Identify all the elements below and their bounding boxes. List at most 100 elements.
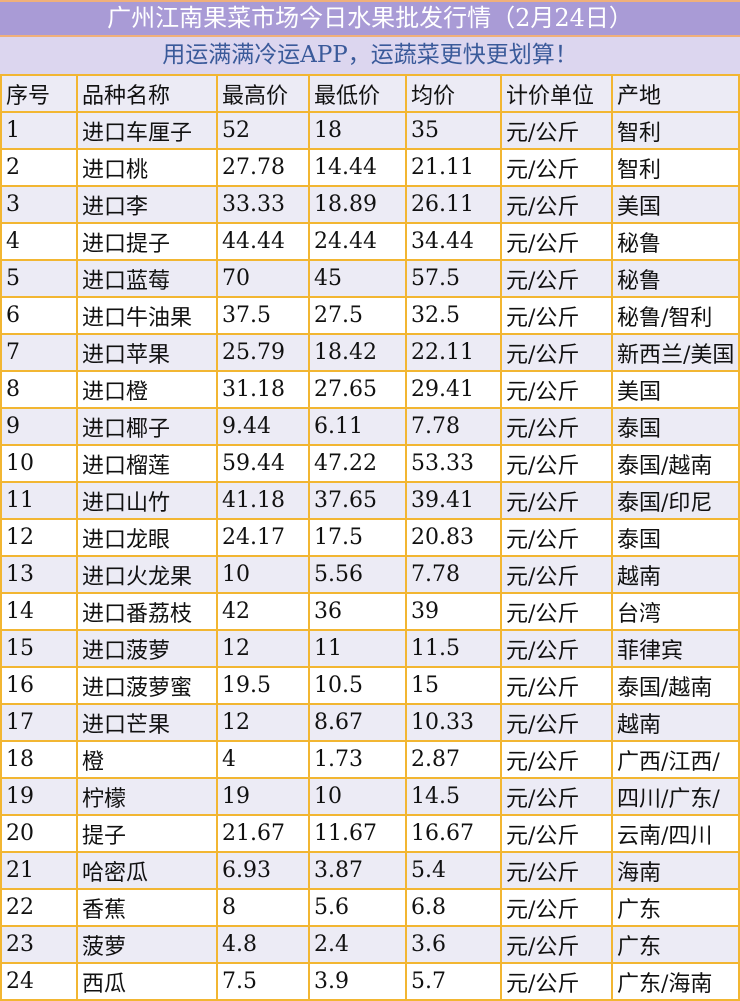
cell-avg-price: 10.33 <box>405 703 502 742</box>
cell-max-price: 4.8 <box>216 925 310 964</box>
cell-variety: 进口桃 <box>76 148 218 187</box>
cell-min-price: 11.67 <box>308 814 407 853</box>
cell-origin: 美国 <box>611 185 740 224</box>
cell-min-price: 27.5 <box>308 296 407 335</box>
table-row: 21 哈密瓜 6.93 3.87 5.4 元/公斤 海南 <box>0 851 740 890</box>
cell-variety: 进口李 <box>76 185 218 224</box>
cell-index: 12 <box>0 518 78 557</box>
table-row: 6 进口牛油果 37.5 27.5 32.5 元/公斤 秘鲁/智利 <box>0 296 740 335</box>
table-row: 20 提子 21.67 11.67 16.67 元/公斤 云南/四川 <box>0 814 740 853</box>
cell-origin: 新西兰/美国 <box>611 333 740 372</box>
table-row: 3 进口李 33.33 18.89 26.11 元/公斤 美国 <box>0 185 740 224</box>
cell-avg-price: 7.78 <box>405 555 502 594</box>
cell-avg-price: 34.44 <box>405 222 502 261</box>
cell-unit: 元/公斤 <box>500 814 613 853</box>
header-avg-price: 均价 <box>405 74 502 113</box>
cell-avg-price: 57.5 <box>405 259 502 298</box>
cell-unit: 元/公斤 <box>500 407 613 446</box>
cell-variety: 进口苹果 <box>76 333 218 372</box>
cell-max-price: 24.17 <box>216 518 310 557</box>
cell-origin: 广东 <box>611 888 740 927</box>
cell-min-price: 1.73 <box>308 740 407 779</box>
cell-min-price: 8.67 <box>308 703 407 742</box>
cell-avg-price: 39.41 <box>405 481 502 520</box>
table-row: 17 进口芒果 12 8.67 10.33 元/公斤 越南 <box>0 703 740 742</box>
cell-unit: 元/公斤 <box>500 777 613 816</box>
cell-min-price: 5.6 <box>308 888 407 927</box>
cell-min-price: 3.87 <box>308 851 407 890</box>
cell-origin: 秘鲁/智利 <box>611 296 740 335</box>
cell-unit: 元/公斤 <box>500 925 613 964</box>
table-row: 9 进口椰子 9.44 6.11 7.78 元/公斤 泰国 <box>0 407 740 446</box>
cell-max-price: 10 <box>216 555 310 594</box>
cell-unit: 元/公斤 <box>500 296 613 335</box>
cell-avg-price: 32.5 <box>405 296 502 335</box>
cell-max-price: 44.44 <box>216 222 310 261</box>
cell-avg-price: 5.7 <box>405 962 502 1001</box>
cell-min-price: 3.9 <box>308 962 407 1001</box>
cell-unit: 元/公斤 <box>500 888 613 927</box>
cell-variety: 柠檬 <box>76 777 218 816</box>
header-variety: 品种名称 <box>76 74 218 113</box>
cell-index: 9 <box>0 407 78 446</box>
cell-origin: 智利 <box>611 148 740 187</box>
cell-index: 2 <box>0 148 78 187</box>
cell-index: 17 <box>0 703 78 742</box>
cell-max-price: 42 <box>216 592 310 631</box>
header-origin: 产地 <box>611 74 740 113</box>
table-row: 16 进口菠萝蜜 19.5 10.5 15 元/公斤 泰国/越南 <box>0 666 740 705</box>
cell-variety: 进口菠萝蜜 <box>76 666 218 705</box>
cell-max-price: 37.5 <box>216 296 310 335</box>
cell-max-price: 21.67 <box>216 814 310 853</box>
cell-variety: 进口橙 <box>76 370 218 409</box>
cell-unit: 元/公斤 <box>500 740 613 779</box>
cell-unit: 元/公斤 <box>500 481 613 520</box>
table-row: 24 西瓜 7.5 3.9 5.7 元/公斤 广东/海南 <box>0 962 740 1001</box>
cell-origin: 泰国/越南 <box>611 666 740 705</box>
cell-avg-price: 29.41 <box>405 370 502 409</box>
cell-min-price: 27.65 <box>308 370 407 409</box>
cell-index: 13 <box>0 555 78 594</box>
cell-unit: 元/公斤 <box>500 592 613 631</box>
cell-origin: 泰国 <box>611 407 740 446</box>
cell-origin: 智利 <box>611 111 740 150</box>
cell-unit: 元/公斤 <box>500 333 613 372</box>
cell-unit: 元/公斤 <box>500 111 613 150</box>
cell-max-price: 19.5 <box>216 666 310 705</box>
cell-origin: 广西/江西/ <box>611 740 740 779</box>
cell-origin: 美国 <box>611 370 740 409</box>
cell-origin: 秘鲁 <box>611 222 740 261</box>
cell-variety: 橙 <box>76 740 218 779</box>
cell-unit: 元/公斤 <box>500 851 613 890</box>
cell-unit: 元/公斤 <box>500 444 613 483</box>
cell-max-price: 33.33 <box>216 185 310 224</box>
cell-max-price: 6.93 <box>216 851 310 890</box>
cell-avg-price: 39 <box>405 592 502 631</box>
cell-origin: 广东/海南 <box>611 962 740 1001</box>
cell-max-price: 12 <box>216 703 310 742</box>
cell-avg-price: 35 <box>405 111 502 150</box>
table-row: 2 进口桃 27.78 14.44 21.11 元/公斤 智利 <box>0 148 740 187</box>
table-row: 8 进口橙 31.18 27.65 29.41 元/公斤 美国 <box>0 370 740 409</box>
cell-origin: 云南/四川 <box>611 814 740 853</box>
cell-origin: 四川/广东/ <box>611 777 740 816</box>
cell-min-price: 10.5 <box>308 666 407 705</box>
cell-max-price: 41.18 <box>216 481 310 520</box>
table-row: 23 菠萝 4.8 2.4 3.6 元/公斤 广东 <box>0 925 740 964</box>
cell-origin: 泰国/印尼 <box>611 481 740 520</box>
cell-unit: 元/公斤 <box>500 222 613 261</box>
cell-index: 18 <box>0 740 78 779</box>
cell-min-price: 10 <box>308 777 407 816</box>
cell-index: 23 <box>0 925 78 964</box>
table-row: 19 柠檬 19 10 14.5 元/公斤 四川/广东/ <box>0 777 740 816</box>
cell-variety: 进口龙眼 <box>76 518 218 557</box>
cell-variety: 菠萝 <box>76 925 218 964</box>
table-row: 4 进口提子 44.44 24.44 34.44 元/公斤 秘鲁 <box>0 222 740 261</box>
cell-origin: 越南 <box>611 555 740 594</box>
cell-avg-price: 6.8 <box>405 888 502 927</box>
cell-variety: 哈密瓜 <box>76 851 218 890</box>
cell-avg-price: 21.11 <box>405 148 502 187</box>
cell-avg-price: 20.83 <box>405 518 502 557</box>
cell-index: 6 <box>0 296 78 335</box>
cell-max-price: 12 <box>216 629 310 668</box>
